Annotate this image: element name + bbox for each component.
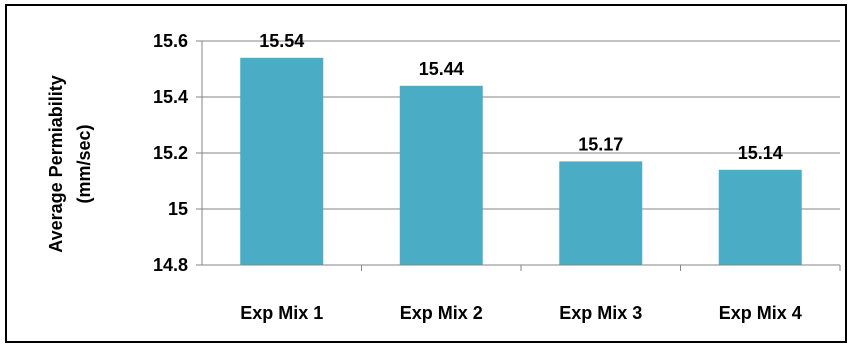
axes [196,40,841,271]
bars [240,57,802,265]
bar [718,169,802,265]
data-label: 15.54 [259,31,304,51]
bar [399,85,483,265]
y-tick-label: 14.8 [153,255,188,275]
labels: 14.8 15 15.2 15.4 15.6 15.54 Exp Mix 1 15.44 Exp… [153,31,802,323]
y-tick-label: 15.2 [153,143,188,163]
data-label: 15.17 [578,134,623,154]
y-axis-title-line-1: Average Permiability [46,75,66,252]
y-axis-title-line-2: (mm/sec) [74,124,94,203]
bar [240,57,324,265]
data-label: 15.14 [738,143,783,163]
x-category-label: Exp Mix 1 [240,303,323,323]
x-category-label: Exp Mix 4 [719,303,802,323]
x-category-label: Exp Mix 2 [400,303,483,323]
data-label: 15.44 [419,59,464,79]
y-tick-label: 15.6 [153,31,188,51]
y-tick-label: 15.4 [153,87,188,107]
y-tick-label: 15 [168,199,188,219]
x-category-label: Exp Mix 3 [559,303,642,323]
bar [559,161,643,265]
